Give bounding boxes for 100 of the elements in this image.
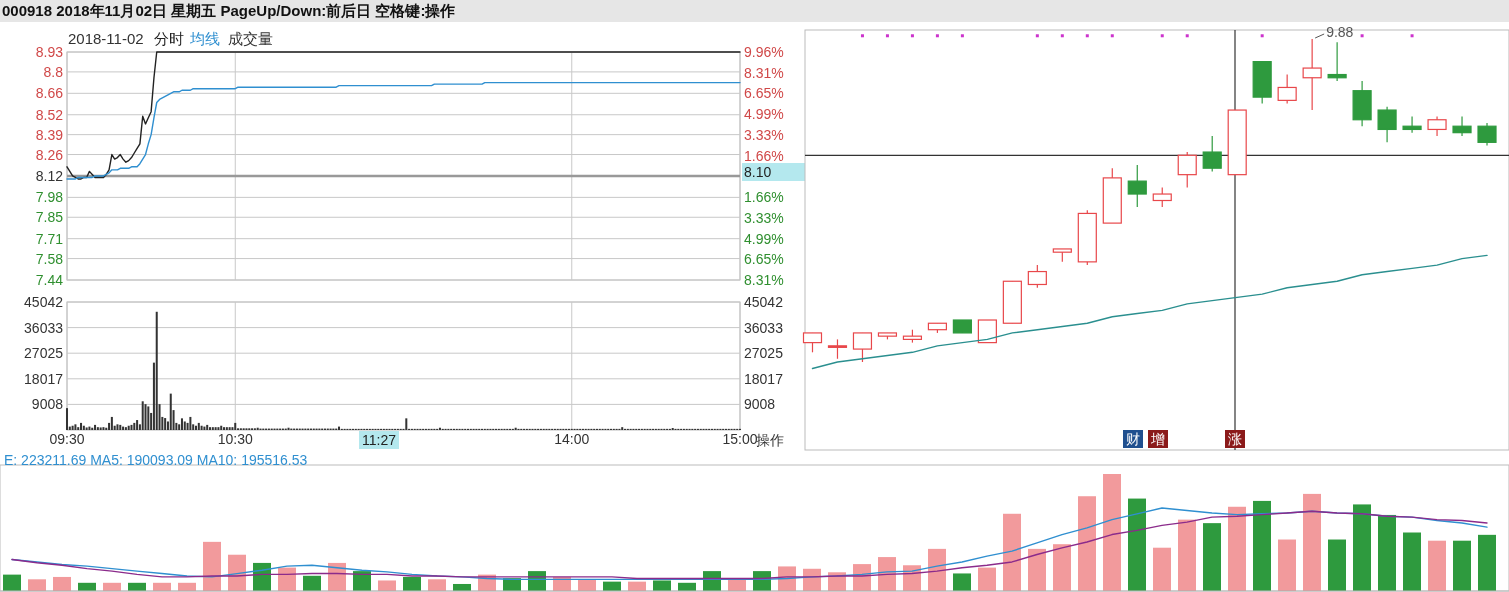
y2-tick-label: 4.99%: [744, 230, 784, 247]
y2-tick-label: 6.65%: [744, 251, 784, 268]
x-tick-label: 15:00: [722, 431, 758, 447]
candlestick: [1452, 115, 1472, 137]
text: 均线: [188, 30, 220, 47]
bar: [1053, 544, 1071, 591]
y2-tick-label: 8.31%: [744, 64, 784, 81]
chart-subtitle: 2018-11-02: [68, 30, 144, 47]
bar: [65, 408, 69, 430]
bar: [953, 573, 971, 591]
candlestick: [1327, 41, 1347, 82]
bar: [147, 406, 150, 430]
bar: [77, 427, 80, 430]
x-tick-label: 09:30: [49, 431, 85, 447]
text: 8.10: [744, 164, 772, 180]
series-label: 分时: [153, 30, 184, 47]
y2-tick-label: 6.65%: [744, 85, 784, 102]
bar: [403, 576, 421, 591]
candlestick: [1202, 135, 1222, 173]
candlestick: [802, 332, 823, 353]
bar: [99, 427, 102, 430]
bar: [1028, 548, 1046, 591]
candlestick: [1477, 122, 1497, 147]
bar: [1403, 532, 1421, 591]
y2-tick-label: 4.99%: [744, 106, 784, 123]
bar: [110, 416, 113, 430]
y2-tick-label: 8.31%: [744, 272, 784, 288]
bar: [1278, 539, 1296, 591]
text: 操作: [756, 432, 784, 448]
bar: [189, 416, 192, 430]
bar: [180, 418, 183, 430]
y2-tick-label: 1.66%: [744, 189, 784, 206]
bar: [133, 422, 136, 430]
bar: [1328, 539, 1346, 591]
bar: [1353, 504, 1371, 591]
y2-tick-label: 18017: [744, 370, 784, 387]
y-tick-label: 7.44: [35, 272, 64, 288]
bar: [164, 418, 167, 430]
y2-tick-label: 45042: [744, 294, 784, 310]
y2-tick-label: 9.96%: [744, 44, 784, 60]
bar: [28, 579, 46, 591]
y-tick-label: 9008: [31, 396, 64, 413]
y-tick-label: 8.39: [35, 126, 64, 143]
bar: [1303, 493, 1321, 591]
bar: [1203, 523, 1221, 591]
y-tick-label: 7.98: [35, 189, 64, 206]
bar: [1078, 496, 1096, 591]
bar: [1478, 534, 1496, 591]
y-tick-label: 7.85: [35, 209, 64, 226]
candlestick: [1127, 164, 1147, 208]
bar: [378, 580, 396, 591]
bar: [428, 579, 446, 591]
x-tick-label: 14:00: [554, 431, 590, 447]
candlestick: [1177, 151, 1197, 189]
bar: [1253, 500, 1271, 591]
text: 成交量: [227, 30, 273, 47]
y-tick-label: 8.93: [35, 44, 64, 60]
y-tick-label: 8.8: [43, 63, 64, 80]
y2-tick-label: 3.33%: [744, 209, 784, 226]
y-tick-label: 18017: [24, 370, 64, 387]
bar: [136, 420, 139, 430]
candlestick: [1027, 264, 1047, 289]
annotation: 9.88: [1326, 24, 1354, 40]
bar: [155, 311, 158, 430]
bar: [1103, 474, 1121, 591]
candlestick: [827, 338, 848, 360]
text: E: 223211.69 MA5: 190093.09 MA10: 195516.53: [4, 452, 308, 468]
y2-tick-label: 3.33%: [744, 126, 784, 143]
candlestick: [1377, 106, 1397, 143]
y-tick-label: 8.66: [35, 85, 64, 102]
candlestick: [1302, 38, 1322, 111]
y2-tick-label: 9008: [744, 396, 776, 413]
chart-title: 000918 2018年11月02日 星期五 PageUp/Down:前后日 空格键:操作: [2, 2, 456, 19]
bar: [96, 427, 99, 430]
text: 11:27: [362, 432, 397, 448]
bar: [231, 427, 234, 430]
candlestick: [852, 332, 873, 363]
text: 涨: [1228, 431, 1242, 447]
bar: [203, 541, 221, 591]
candlestick: [1152, 186, 1172, 208]
bar: [234, 422, 237, 430]
y-tick-label: 8.12: [35, 167, 64, 184]
bar: [653, 580, 671, 591]
y-tick-label: 36033: [24, 319, 64, 336]
bar: [1178, 519, 1196, 591]
bar: [1453, 540, 1471, 591]
bar: [405, 418, 408, 430]
bar: [183, 421, 186, 430]
bar: [3, 574, 21, 591]
bar: [1003, 513, 1021, 591]
candlestick: [1277, 73, 1297, 105]
bar: [1128, 498, 1146, 591]
y-tick-label: 7.71: [35, 230, 64, 247]
bar: [53, 576, 71, 591]
y-tick-label: 27025: [24, 345, 64, 362]
candlestick: [1427, 115, 1447, 137]
bar: [303, 575, 321, 591]
bar: [214, 427, 217, 430]
bar: [928, 548, 946, 591]
bar: [228, 427, 231, 430]
